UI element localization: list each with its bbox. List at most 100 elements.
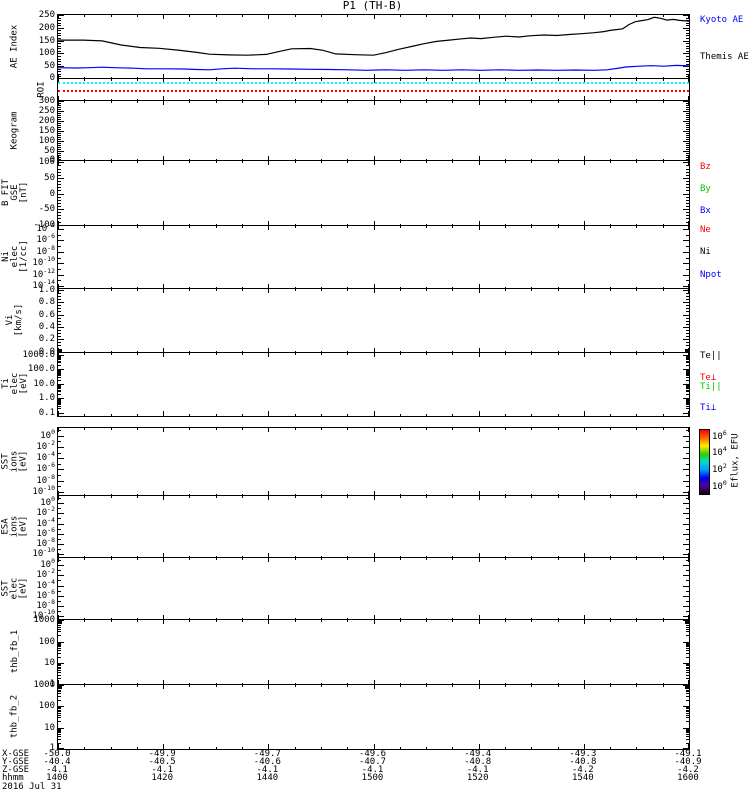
x-minor-tick [111, 289, 112, 291]
y-minor-tick [58, 486, 61, 487]
edge-marker [58, 349, 62, 353]
y-minor-tick [58, 715, 61, 716]
x-tick [688, 615, 689, 620]
x-tick [374, 615, 375, 620]
y-tick [58, 503, 64, 504]
x-minor-tick [321, 428, 322, 430]
y-tick [58, 252, 64, 253]
x-minor-tick [400, 79, 401, 81]
y-minor-tick [686, 404, 689, 405]
x-minor-tick [295, 747, 296, 749]
y-minor-tick [58, 59, 61, 60]
y-minor-tick [58, 730, 61, 731]
x-minor-tick [242, 414, 243, 416]
x-tick [58, 744, 59, 749]
y-minor-tick [686, 139, 689, 140]
x-minor-tick [347, 685, 348, 687]
panel-ti [57, 352, 690, 417]
y-tick-label: 1.0 [38, 285, 55, 295]
y-minor-tick [58, 215, 61, 216]
x-tick [58, 680, 59, 685]
y-tick [683, 524, 689, 525]
y-tick [58, 339, 64, 340]
y-tick [683, 121, 689, 122]
x-tick [163, 685, 164, 689]
x-minor-tick [531, 747, 532, 749]
y-tick [683, 141, 689, 142]
y-minor-tick [58, 625, 61, 626]
y-tick [683, 706, 689, 707]
y-minor-tick [58, 159, 61, 160]
x-tick [688, 74, 689, 79]
y-minor-tick [58, 222, 61, 223]
y-axis-title-vi: Vi [km/s] [5, 288, 24, 352]
x-minor-tick [505, 101, 506, 103]
y-tick [683, 302, 689, 303]
y-minor-tick [686, 730, 689, 731]
y-tick [683, 616, 689, 617]
x-minor-tick [189, 353, 190, 355]
y-minor-tick [686, 61, 689, 62]
x-minor-tick [137, 496, 138, 498]
x-tick [58, 15, 59, 19]
y-minor-tick [58, 678, 61, 679]
y-axis-title-line: Keogram [9, 111, 20, 149]
x-tick [163, 553, 164, 558]
y-minor-tick [686, 387, 689, 388]
y-minor-tick [58, 197, 61, 198]
y-tick-label: 50 [44, 146, 55, 156]
y-axis-title-b_fit: B FIT GSE [nT] [1, 160, 29, 225]
y-tick-label: 10-10 [32, 255, 55, 268]
x-minor-tick [558, 289, 559, 291]
y-tick [683, 263, 689, 264]
y-minor-tick [686, 653, 689, 654]
y-minor-tick [686, 696, 689, 697]
y-minor-tick [686, 717, 689, 718]
plot-title: P1 (TH-B) [342, 0, 403, 12]
y-minor-tick [686, 713, 689, 714]
x-minor-tick [610, 353, 611, 355]
y-axis-title-line: [1/cc] [18, 240, 29, 273]
y-minor-tick [58, 365, 61, 366]
y-minor-tick [686, 403, 689, 404]
x-minor-tick [321, 747, 322, 749]
x-tick [688, 15, 689, 19]
date-label: 2016 Jul 31 [2, 782, 62, 792]
y-axis-title-line: [eV] [18, 515, 29, 537]
y-minor-tick [686, 235, 689, 236]
axis-row-value: -4.1 [466, 765, 489, 775]
x-minor-tick [558, 15, 559, 17]
y-tick-label: 1 [49, 679, 55, 689]
y-minor-tick [58, 475, 61, 476]
axis-row-value: -49.7 [253, 749, 281, 759]
x-minor-tick [531, 414, 532, 416]
x-tick [479, 680, 480, 685]
x-tick [58, 558, 59, 562]
x-minor-tick [321, 353, 322, 355]
y-tick [683, 229, 689, 230]
y-minor-tick [58, 406, 61, 407]
x-tick [584, 411, 585, 416]
y-minor-tick [686, 373, 689, 374]
x-minor-tick [84, 747, 85, 749]
y-tick [683, 162, 689, 163]
y-minor-tick [58, 399, 61, 400]
x-minor-tick [636, 289, 637, 291]
x-tick [58, 553, 59, 558]
y-minor-tick [686, 345, 689, 346]
y-minor-tick [686, 125, 689, 126]
x-minor-tick [295, 101, 296, 103]
y-minor-tick [58, 38, 61, 39]
y-tick-label: 0 [49, 73, 55, 83]
y-minor-tick [686, 710, 689, 711]
y-tick [58, 458, 64, 459]
y-minor-tick [686, 296, 689, 297]
y-tick-label: 50 [44, 61, 55, 71]
y-tick [683, 606, 689, 607]
y-minor-tick [58, 670, 61, 671]
x-minor-tick [137, 15, 138, 17]
y-tick-label: 0.8 [38, 297, 55, 307]
axis-row-label-x-gse: X-GSE [2, 749, 30, 759]
axis-row-value: -4.1 [151, 765, 173, 775]
x-tick [688, 156, 689, 161]
